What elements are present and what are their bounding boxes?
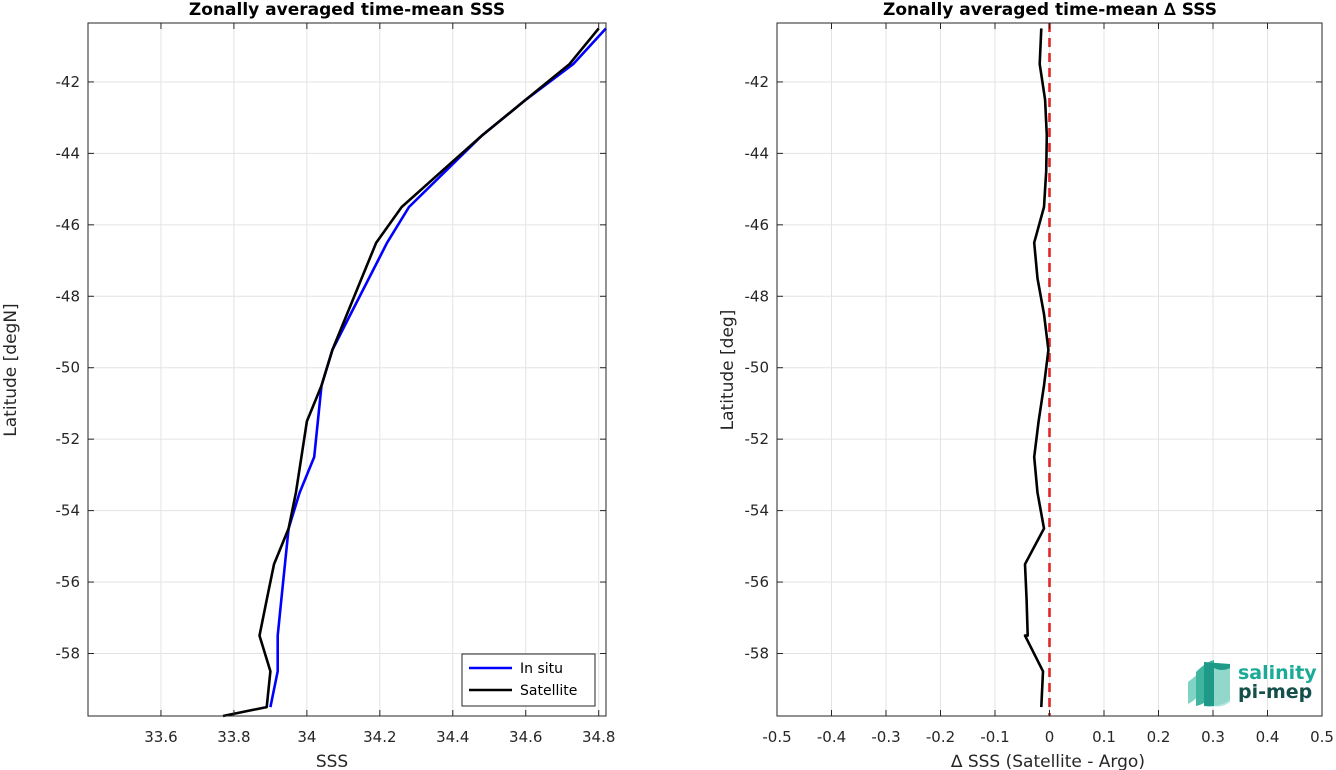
right-y-tick-label: -56 xyxy=(745,573,770,591)
right-x-tick-label: 0.3 xyxy=(1201,728,1225,746)
right-y-tick-label: -54 xyxy=(745,502,770,520)
right-ticks: -0.5 -0.4 -0.3 -0.2 -0.1 0 0.1 0.2 0.3 0.4 0.5 -42 -… xyxy=(745,23,1334,746)
right-x-tick-label: -0.4 xyxy=(817,728,846,746)
right-x-tick-label: -0.5 xyxy=(762,728,791,746)
right-y-tick-label: -58 xyxy=(745,644,770,662)
left-x-tick-label: 34.2 xyxy=(363,728,396,746)
left-x-tick-label: 34 xyxy=(297,728,316,746)
left-x-axis-label: SSS xyxy=(316,752,348,770)
right-x-tick-label: -0.2 xyxy=(926,728,955,746)
left-plot-frame xyxy=(87,22,607,717)
right-panel: -0.5 -0.4 -0.3 -0.2 -0.1 0 0.1 0.2 0.3 0.4 0.5 -42 -… xyxy=(718,0,1334,770)
left-y-tick-label: -54 xyxy=(56,502,81,520)
right-y-tick-label: -44 xyxy=(745,144,770,162)
left-y-tick-label: -48 xyxy=(56,287,81,305)
legend-label-satellite: Satellite xyxy=(520,683,577,699)
right-series-lines xyxy=(1023,28,1050,708)
left-x-tick-label: 34.4 xyxy=(436,728,469,746)
left-y-tick-label: -42 xyxy=(56,73,81,91)
left-series-lines xyxy=(222,27,607,718)
left-x-tick-label: 33.6 xyxy=(144,728,177,746)
left-y-tick-label: -46 xyxy=(56,216,81,234)
left-y-tick-label: -56 xyxy=(56,573,81,591)
right-y-tick-label: -46 xyxy=(745,216,770,234)
right-chart-title: Zonally averaged time-mean ∆ SSS xyxy=(883,0,1217,20)
left-x-tick-label: 34.8 xyxy=(582,728,615,746)
salinity-pi-mep-logo: salinity pi-mep xyxy=(1188,660,1317,707)
right-x-tick-label: 0 xyxy=(1045,728,1055,746)
left-panel: 33.6 33.8 34 34.2 34.4 34.6 34.8 -42 -44 -46 -48 -5… xyxy=(1,0,615,770)
left-ticks: 33.6 33.8 34 34.2 34.4 34.6 34.8 -42 -44 -46 -48 -5… xyxy=(56,23,615,746)
right-x-tick-label: 0.5 xyxy=(1310,728,1334,746)
legend-box xyxy=(461,653,596,707)
legend: In situ Satellite xyxy=(461,653,596,707)
right-y-tick-label: -52 xyxy=(745,430,770,448)
right-x-tick-label: -0.1 xyxy=(980,728,1009,746)
right-x-tick-label: 0.4 xyxy=(1256,728,1280,746)
left-series-line-satellite xyxy=(222,27,600,718)
left-y-tick-label: -58 xyxy=(56,644,81,662)
logo-wave-icon xyxy=(1188,660,1230,707)
right-y-tick-label: -48 xyxy=(745,287,770,305)
left-x-tick-label: 33.8 xyxy=(217,728,250,746)
right-y-axis-label: Latitude [deg] xyxy=(718,310,738,431)
logo-text-salinity: salinity xyxy=(1238,662,1317,684)
right-x-tick-label: 0.2 xyxy=(1147,728,1171,746)
right-x-tick-label: -0.3 xyxy=(871,728,900,746)
right-series-line-series xyxy=(1023,28,1050,708)
logo-text-pi-mep: pi-mep xyxy=(1238,681,1312,703)
right-x-axis-label: ∆ SSS (Satellite - Argo) xyxy=(950,752,1145,770)
right-x-tick-label: 0.1 xyxy=(1092,728,1116,746)
left-y-tick-label: -52 xyxy=(56,430,81,448)
left-y-tick-label: -44 xyxy=(56,144,81,162)
left-y-axis-label: Latitude [degN] xyxy=(1,303,21,436)
left-chart-title: Zonally averaged time-mean SSS xyxy=(189,0,505,20)
left-x-tick-label: 34.6 xyxy=(509,728,542,746)
left-y-tick-label: -50 xyxy=(56,359,81,377)
legend-label-in-situ: In situ xyxy=(520,661,563,677)
left-grid xyxy=(88,23,606,716)
left-plot-background xyxy=(88,23,606,716)
right-y-tick-label: -42 xyxy=(745,73,770,91)
right-y-tick-label: -50 xyxy=(745,359,770,377)
